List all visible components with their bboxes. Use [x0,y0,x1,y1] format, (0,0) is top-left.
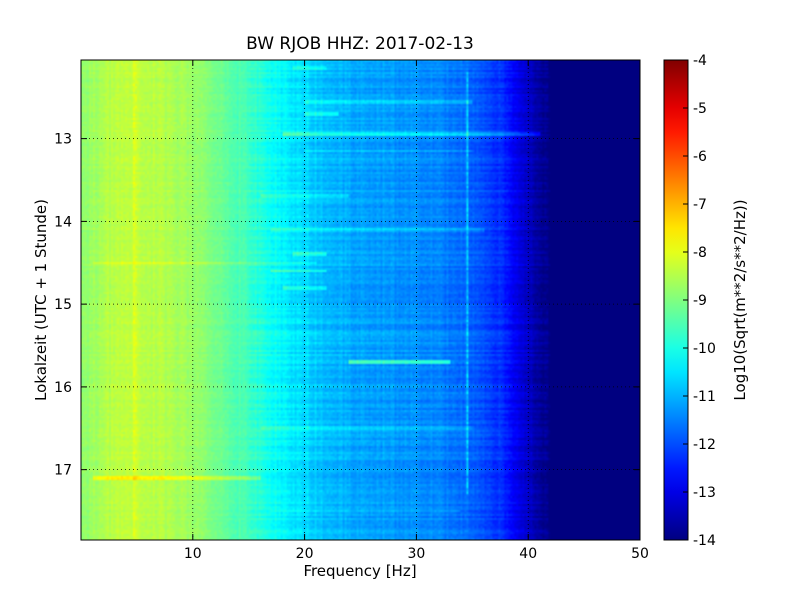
colorbar-tick-label: -12 [693,437,716,453]
x-tick-label: 20 [296,546,314,562]
x-tick-label: 30 [407,546,425,562]
colorbar-tick-label: -8 [693,245,707,261]
colorbar: -4 -5 -6 -7 -8 -9 -10 -11 -12 -13 -14 [663,53,716,549]
spectrogram-heatmap [81,60,640,540]
colorbar-tick-label: -11 [693,389,716,405]
x-tick-label: 40 [519,546,537,562]
x-tick-label: 10 [184,546,202,562]
plot-frame [80,59,641,541]
x-tick-label: 50 [631,546,649,562]
colorbar-tick-label: -10 [693,341,716,357]
y-axis: 13 14 15 16 17 [54,132,640,479]
x-axis: 10 20 30 40 50 [184,60,649,562]
colorbar-tick-label: -14 [693,533,716,549]
y-tick-label: 16 [54,380,72,396]
colorbar-tick-label: -7 [693,197,707,213]
grid-lines [81,60,640,540]
y-tick-label: 13 [54,132,72,148]
colorbar-tick-label: -13 [693,485,716,501]
y-tick-label: 15 [54,297,72,313]
y-axis-label: Lokalzeit (UTC + 1 Stunde) [32,199,50,401]
x-axis-label: Frequency [Hz] [303,562,416,580]
chart-title: BW RJOB HHZ: 2017-02-13 [246,34,474,54]
y-tick-label: 14 [54,214,72,230]
colorbar-tick-label: -4 [693,53,707,69]
colorbar-tick-label: -5 [693,101,707,117]
colorbar-tick-label: -6 [693,149,707,165]
spectrogram-raster [81,60,640,540]
colorbar-label: Log10(Sqrt(m**2/s**2/Hz)) [731,199,749,400]
colorbar-tick-label: -9 [693,293,707,309]
y-tick-label: 17 [54,463,72,479]
